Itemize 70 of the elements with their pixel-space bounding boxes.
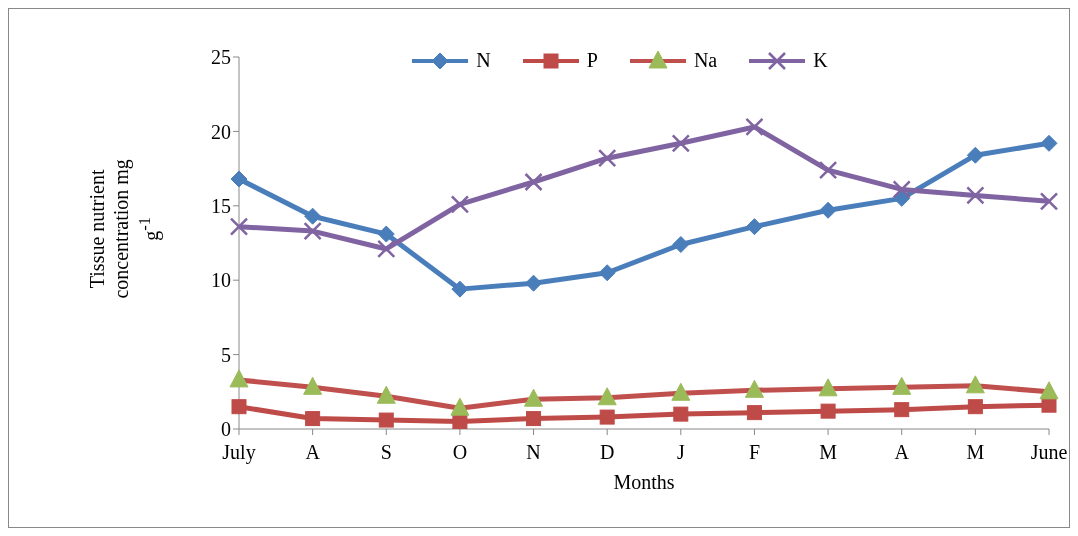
point xyxy=(745,218,763,236)
x-tick-label: O xyxy=(452,441,468,464)
point xyxy=(377,225,395,243)
x-tick-label: F xyxy=(748,441,761,464)
point xyxy=(673,406,689,422)
x-axis-title: Months xyxy=(613,471,675,493)
point xyxy=(745,117,764,137)
point xyxy=(672,235,690,253)
x-tick-label: D xyxy=(599,441,615,464)
point xyxy=(1041,397,1057,413)
x-tick-label: S xyxy=(380,441,392,464)
point xyxy=(965,375,985,394)
point xyxy=(231,399,247,415)
x-tick-label: A xyxy=(894,441,910,464)
y-tick-label: 10 xyxy=(211,269,231,292)
point xyxy=(894,402,910,418)
point xyxy=(305,411,321,427)
point xyxy=(746,405,762,421)
point xyxy=(450,195,470,214)
point xyxy=(744,379,764,398)
x-tick-label: J xyxy=(676,441,685,464)
point xyxy=(229,217,249,236)
legend-label: N xyxy=(475,49,491,72)
point xyxy=(818,160,838,180)
point xyxy=(818,378,838,397)
point xyxy=(229,369,249,388)
x-tick-label: N xyxy=(526,441,541,464)
point xyxy=(230,170,248,188)
point xyxy=(304,207,322,225)
x-tick-label: July xyxy=(222,441,256,465)
point xyxy=(524,172,543,192)
point xyxy=(967,399,983,415)
point xyxy=(597,387,617,406)
legend-label: K xyxy=(812,49,828,72)
legend-label: Na xyxy=(692,49,718,72)
point xyxy=(820,403,836,419)
point xyxy=(525,274,543,292)
y-tick-label: 25 xyxy=(211,46,231,69)
x-tick-label: June xyxy=(1030,441,1068,464)
point xyxy=(598,264,616,282)
x-tick-label: A xyxy=(305,441,321,464)
legend-label: P xyxy=(585,49,598,72)
point xyxy=(892,180,911,199)
y-tick-label: 0 xyxy=(221,418,231,441)
point xyxy=(671,134,691,153)
point xyxy=(451,280,469,298)
point xyxy=(597,148,617,168)
point xyxy=(524,388,544,407)
y-tick-label: 5 xyxy=(221,343,231,366)
point xyxy=(599,409,615,425)
x-tick-label: M xyxy=(966,441,985,464)
point xyxy=(671,382,691,401)
point xyxy=(303,221,322,241)
point xyxy=(966,146,984,164)
point xyxy=(1039,381,1059,400)
point xyxy=(378,412,394,428)
point xyxy=(376,385,396,404)
point xyxy=(526,411,542,427)
point xyxy=(377,239,396,259)
point xyxy=(450,397,470,416)
point xyxy=(1039,192,1059,211)
point xyxy=(966,186,985,205)
y-tick-label: 20 xyxy=(211,120,231,143)
point xyxy=(303,376,323,395)
x-tick-label: M xyxy=(819,441,838,464)
point xyxy=(892,376,912,395)
point xyxy=(819,201,837,219)
point xyxy=(1040,134,1058,152)
point xyxy=(452,414,468,429)
y-tick-label: 15 xyxy=(211,194,231,217)
